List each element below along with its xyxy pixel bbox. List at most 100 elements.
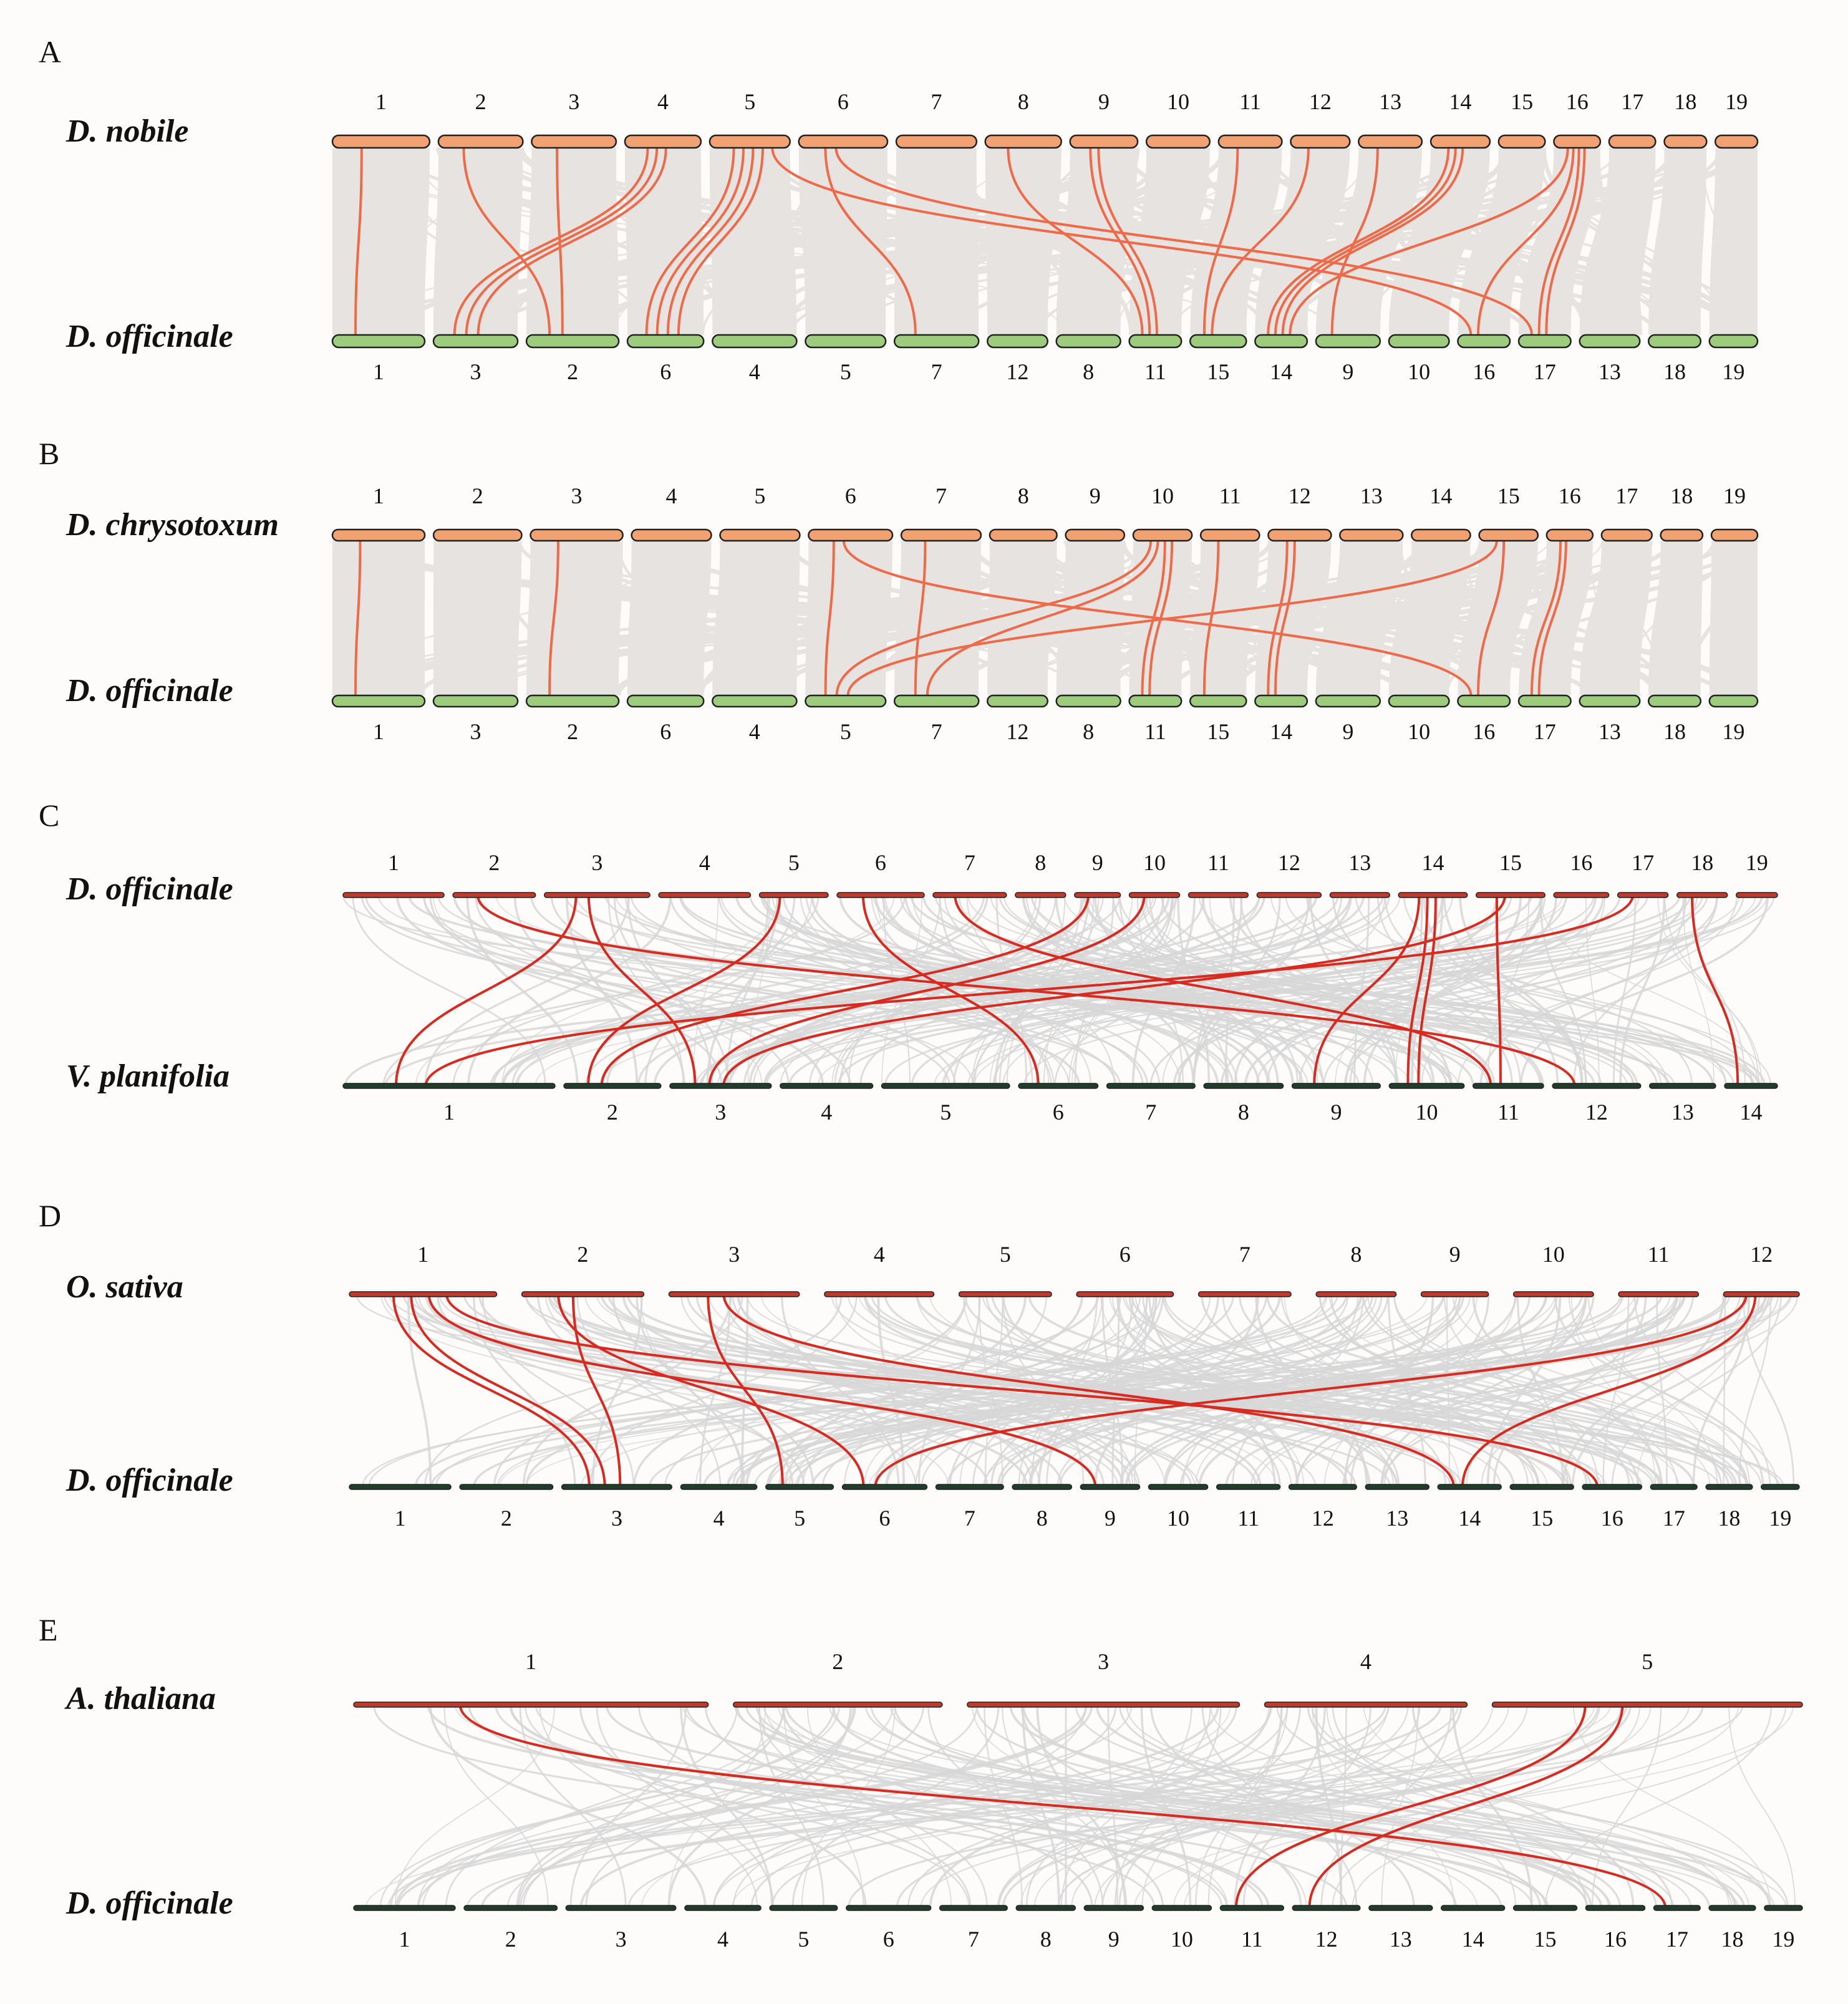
bottom-chromosome-label: 9	[1108, 1927, 1120, 1952]
bottom-chromosome-label: 19	[1769, 1506, 1791, 1531]
top-chromosome-label: 1	[525, 1649, 536, 1674]
highlighted-link	[1211, 147, 1310, 336]
top-chromosome-bar	[1290, 134, 1351, 149]
background-link	[783, 1704, 864, 1909]
background-link	[728, 894, 1265, 1087]
bottom-chromosome-bar	[1128, 334, 1183, 349]
background-link	[1162, 894, 1386, 1087]
top-chromosome-label: 13	[1348, 850, 1371, 875]
background-link	[796, 1294, 1445, 1488]
bottom-chromosome-bar	[1151, 1905, 1212, 1911]
highlighted-link	[1406, 894, 1429, 1087]
bottom-chromosome-bar	[1292, 1905, 1361, 1911]
highlighted-link	[954, 894, 1492, 1087]
bottom-chromosome-bar	[986, 694, 1048, 708]
bottom-chromosome-bar	[1368, 1905, 1433, 1911]
background-link	[633, 1294, 968, 1488]
highlighted-link	[656, 147, 745, 336]
bottom-chromosome-label: 2	[505, 1927, 516, 1952]
background-link	[816, 540, 1749, 696]
background-link	[445, 1704, 738, 1909]
background-link	[1328, 1294, 1711, 1488]
bottom-chromosome-bar	[349, 1484, 452, 1490]
background-link	[999, 1294, 1686, 1488]
background-link	[746, 1294, 1602, 1488]
highlighted-link	[1461, 1294, 1757, 1488]
highlighted-link	[707, 1294, 784, 1488]
bottom-chromosome-label: 2	[567, 719, 578, 744]
synteny-ribbon	[624, 148, 704, 335]
top-chromosome-bar	[342, 892, 445, 898]
top-chromosome-bar	[709, 134, 791, 149]
highlighted-link	[842, 540, 1473, 696]
bottom-chromosome-label: 4	[821, 1100, 832, 1125]
background-link	[1539, 894, 1587, 1087]
background-link	[395, 147, 1304, 336]
background-link	[1239, 894, 1398, 1087]
highlighted-link	[1530, 540, 1562, 696]
background-link	[949, 1294, 1164, 1488]
bottom-chromosome-bar	[353, 1905, 456, 1911]
background-link	[874, 894, 1325, 1087]
background-link	[1210, 1704, 1749, 1909]
background-link	[493, 1294, 843, 1488]
top-chromosome-bar	[1217, 134, 1283, 149]
background-link	[884, 894, 1708, 1087]
bottom-chromosome-label: 9	[1331, 1100, 1342, 1125]
top-chromosome-bar	[631, 528, 712, 542]
highlighted-link	[708, 894, 1146, 1087]
background-link	[1238, 1294, 1588, 1488]
top-chromosome-bar	[1076, 1291, 1174, 1297]
background-link	[904, 894, 1270, 1087]
background-link	[929, 1704, 1271, 1909]
background-link	[1315, 1704, 1343, 1909]
top-chromosome-bar	[1714, 134, 1759, 149]
bottom-chromosome-bar	[432, 694, 519, 708]
bottom-chromosome-bar	[935, 1484, 1004, 1490]
highlighted-link	[395, 894, 578, 1087]
bottom-chromosome-bar	[626, 694, 705, 708]
background-link	[1472, 1294, 1663, 1488]
background-link	[732, 540, 851, 696]
bottom-chromosome-label: 11	[1144, 359, 1166, 384]
bottom-chromosome-label: 14	[1270, 359, 1292, 384]
background-link	[1393, 1294, 1749, 1488]
background-link	[511, 894, 985, 1087]
top-chromosome-label: 5	[754, 483, 765, 508]
bottom-chromosome-label: 8	[1238, 1100, 1249, 1125]
bottom-chromosome-label: 5	[840, 719, 851, 744]
top-chromosome-bar	[1600, 528, 1653, 542]
bottom-chromosome-label: 10	[1416, 1100, 1438, 1125]
highlighted-link	[392, 1294, 591, 1488]
background-link	[339, 147, 647, 336]
chromosomes-layer-b: 1 2 3 4 5 6 7 8 9 10 11 12 13 14 15 16 17 18 191 3 2 6 4 5 7 12 8 1…	[331, 483, 1759, 744]
background-link	[493, 894, 1121, 1087]
background-link	[768, 1294, 1624, 1488]
bottom-chromosome-bar	[712, 334, 798, 349]
background-link	[1423, 894, 1559, 1087]
background-link	[1064, 540, 1736, 696]
bottom-chromosome-label: 7	[968, 1927, 979, 1952]
species-bottom-e: D. officinale	[65, 1885, 233, 1921]
background-link	[732, 1704, 1595, 1909]
bottom-chromosome-label: 9	[1342, 359, 1353, 384]
background-link	[347, 147, 1065, 336]
top-chromosome-bar	[1128, 892, 1181, 898]
bottom-chromosome-label: 12	[1312, 1506, 1334, 1531]
background-link	[600, 147, 1227, 336]
background-link	[715, 147, 1748, 336]
top-chromosome-bar	[824, 1291, 935, 1297]
background-link	[1255, 894, 1744, 1087]
bottom-chromosome-bar	[1708, 1905, 1756, 1911]
top-chromosome-label: 12	[1278, 850, 1300, 875]
top-chromosome-label: 9	[1092, 850, 1103, 875]
background-link	[785, 1294, 1774, 1488]
top-chromosome-label: 12	[1750, 1242, 1773, 1267]
background-link	[427, 1704, 1549, 1909]
highlighted-link	[462, 147, 551, 336]
background-link	[1633, 1294, 1771, 1488]
background-link	[735, 1294, 1686, 1488]
background-link	[579, 1704, 867, 1909]
background-link	[1156, 540, 1506, 696]
background-link	[438, 1294, 1452, 1488]
